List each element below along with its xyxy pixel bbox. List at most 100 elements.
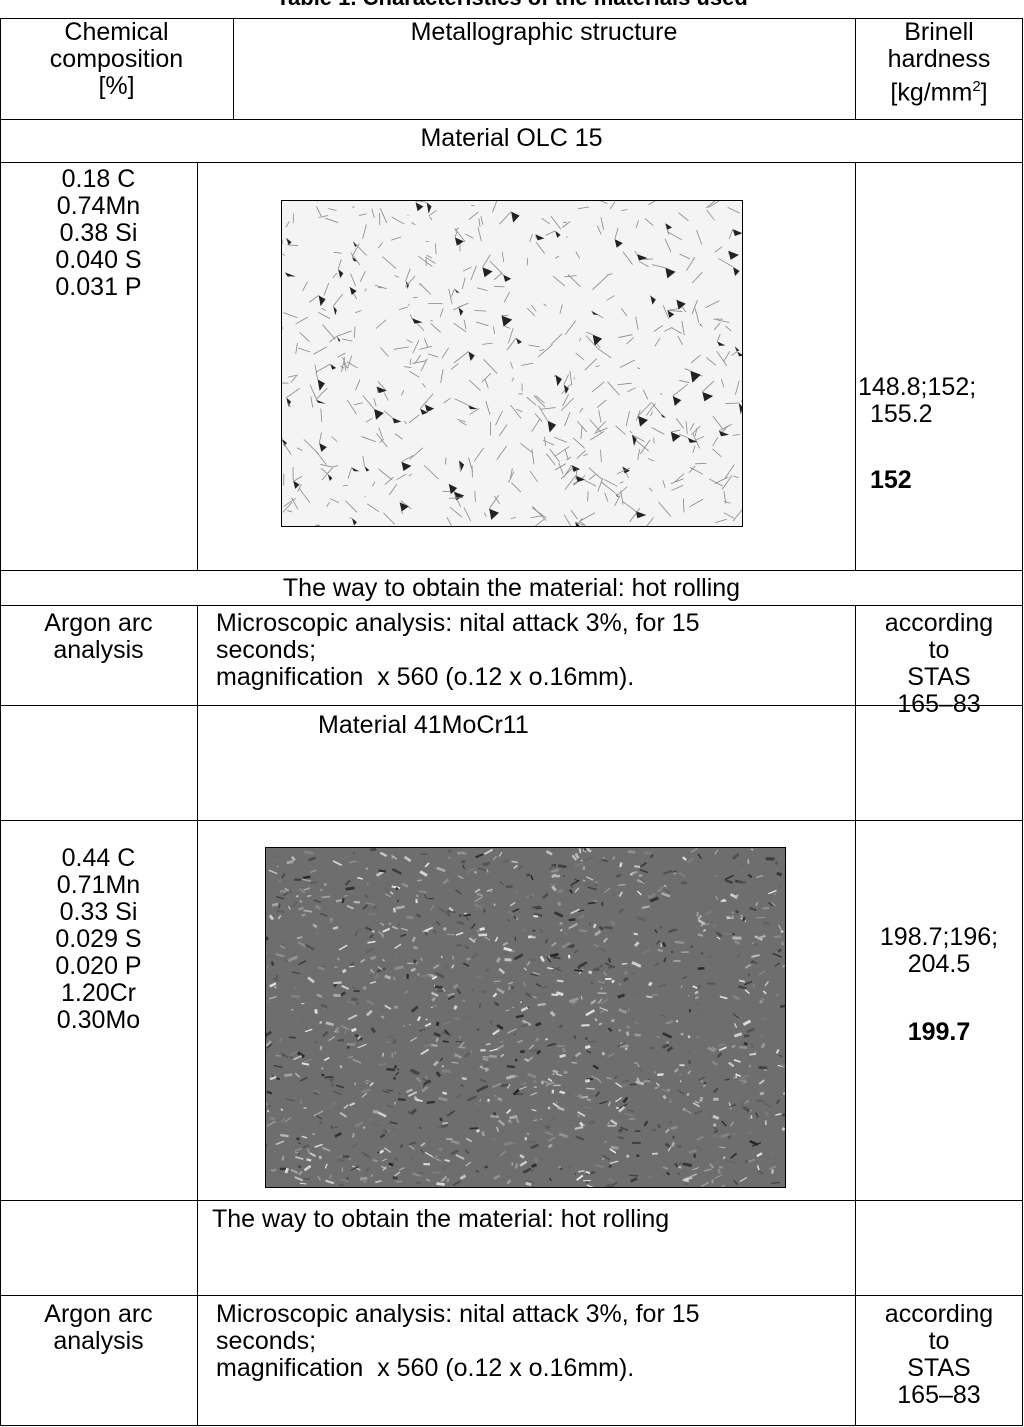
texture (780, 1005, 786, 1007)
texture (395, 1065, 396, 1069)
texture (569, 919, 576, 920)
texture (448, 857, 451, 858)
texture (351, 1029, 356, 1031)
texture (269, 1106, 271, 1107)
analysis: seconds; (216, 1328, 316, 1355)
rule (197, 162, 198, 570)
texture (701, 1097, 702, 1102)
texture (623, 1081, 630, 1082)
texture (678, 1146, 681, 1147)
texture (644, 852, 652, 854)
texture (620, 863, 621, 867)
texture (396, 907, 405, 909)
texture (302, 1019, 306, 1020)
texture (528, 1132, 529, 1135)
texture (655, 1087, 659, 1088)
texture (388, 1036, 393, 1037)
texture (287, 862, 293, 863)
texture (464, 913, 466, 914)
texture (349, 966, 354, 967)
texture (572, 1002, 575, 1003)
texture (304, 852, 313, 854)
texture (671, 1127, 677, 1129)
texture (480, 928, 485, 929)
texture (559, 1166, 561, 1168)
texture (272, 904, 278, 905)
composition: 0.74Mn (0, 193, 197, 220)
texture (425, 1076, 427, 1079)
texture (742, 863, 743, 865)
texture (488, 1102, 489, 1106)
texture (337, 1160, 345, 1161)
texture (342, 898, 343, 903)
texture (516, 1059, 517, 1061)
texture (558, 866, 566, 867)
texture (536, 1023, 541, 1025)
texture (626, 1048, 627, 1050)
texture (577, 1147, 578, 1152)
texture (603, 1158, 604, 1160)
texture (726, 917, 733, 918)
texture (695, 997, 698, 999)
rule (0, 162, 1023, 163)
texture (589, 1041, 597, 1042)
texture (339, 1185, 344, 1186)
texture (351, 963, 354, 965)
texture (282, 201, 742, 526)
texture (725, 1079, 730, 1080)
texture (627, 1032, 628, 1036)
texture (762, 1018, 767, 1019)
analysis: Microscopic analysis: nital attack 3%, f… (216, 1301, 700, 1328)
texture (743, 917, 744, 921)
texture (736, 911, 739, 913)
texture (753, 958, 754, 959)
texture (281, 430, 282, 440)
texture (744, 1035, 749, 1036)
material-name: Material OLC 15 (0, 125, 1023, 152)
texture (612, 980, 614, 982)
rule (0, 119, 1023, 120)
texture (501, 1041, 502, 1043)
texture (469, 1012, 475, 1013)
texture (320, 1156, 321, 1159)
composition: 1.20Cr (0, 980, 197, 1007)
texture (742, 1107, 747, 1109)
texture (628, 851, 635, 852)
texture (675, 942, 684, 943)
texture (619, 1029, 621, 1031)
texture (542, 1081, 543, 1084)
texture (299, 1166, 301, 1168)
texture (489, 1056, 497, 1057)
texture (274, 979, 279, 980)
texture (413, 297, 418, 298)
texture (595, 900, 597, 902)
standard: to (855, 637, 1023, 664)
texture (419, 1128, 421, 1129)
header-structure: Metallographic structure (233, 19, 855, 46)
rule (0, 820, 1023, 821)
texture (303, 1178, 309, 1179)
rule (197, 605, 198, 1425)
texture (302, 914, 306, 915)
texture (441, 1125, 448, 1127)
texture (565, 931, 566, 935)
texture (437, 1038, 438, 1042)
texture (691, 946, 693, 947)
texture (395, 967, 403, 969)
texture (308, 1149, 309, 1154)
texture (330, 918, 332, 920)
texture (509, 1116, 517, 1118)
texture (459, 915, 462, 916)
standard: 165–83 (855, 691, 1023, 718)
texture (426, 1019, 428, 1020)
texture (389, 1164, 393, 1165)
texture (714, 1124, 715, 1127)
texture (772, 1169, 773, 1173)
standard: to (855, 1328, 1023, 1355)
texture (276, 1055, 281, 1056)
texture (719, 1147, 725, 1148)
rule (0, 1295, 1023, 1296)
texture (447, 911, 455, 912)
texture (476, 1130, 479, 1132)
texture (760, 1093, 764, 1094)
